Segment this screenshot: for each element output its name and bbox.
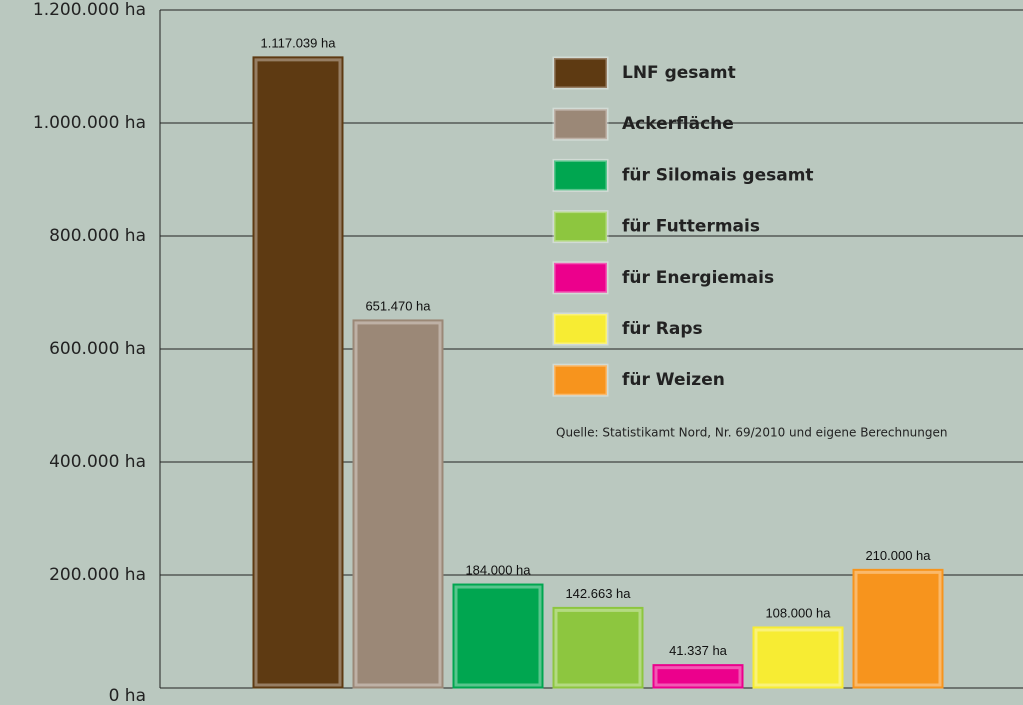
- bar: [552, 606, 644, 689]
- y-tick-label: 200.000 ha: [49, 565, 146, 585]
- value-label: 210.000 ha: [865, 548, 931, 563]
- legend-label: Ackerfläche: [622, 114, 734, 134]
- value-label: 651.470 ha: [365, 298, 431, 313]
- legend-swatch: [552, 107, 609, 141]
- legend-swatch: [552, 56, 609, 90]
- value-label: 41.337 ha: [669, 643, 728, 658]
- y-tick-label: 0 ha: [109, 686, 146, 705]
- bar-bevel: [654, 666, 742, 687]
- legend-swatch: [552, 312, 609, 346]
- bar-bevel: [254, 58, 342, 687]
- legend-label: für Weizen: [622, 370, 725, 390]
- legend-swatch: [552, 158, 609, 192]
- legend-swatch: [552, 363, 609, 397]
- y-tick-label: 600.000 ha: [49, 339, 146, 359]
- legend-label: für Energiemais: [622, 268, 774, 288]
- value-label: 1.117.039 ha: [261, 35, 337, 50]
- bar: [752, 626, 844, 689]
- bar: [252, 56, 344, 689]
- value-label: 142.663 ha: [565, 586, 631, 601]
- bar-bevel: [554, 608, 642, 687]
- y-tick-label: 1.000.000 ha: [33, 113, 146, 133]
- bar-bevel: [354, 321, 442, 687]
- bar-bevel: [754, 628, 842, 687]
- y-tick-label: 1.200.000 ha: [33, 0, 146, 20]
- bar: [652, 664, 744, 689]
- legend-swatch: [552, 210, 609, 244]
- bar: [452, 583, 544, 689]
- legend-swatch: [552, 261, 609, 295]
- y-tick-label: 800.000 ha: [49, 226, 146, 246]
- legend-label: für Futtermais: [622, 217, 760, 237]
- legend-label: für Raps: [622, 319, 703, 339]
- bar: [352, 319, 444, 689]
- bar-bevel: [454, 585, 542, 687]
- value-label: 108.000 ha: [765, 605, 831, 620]
- legend-label: für Silomais gesamt: [622, 165, 814, 185]
- y-tick-label: 400.000 ha: [49, 452, 146, 472]
- legend-label: LNF gesamt: [622, 63, 736, 83]
- source-note: Quelle: Statistikamt Nord, Nr. 69/2010 u…: [556, 426, 948, 440]
- value-label: 184.000 ha: [465, 562, 531, 577]
- bar-bevel: [854, 570, 942, 687]
- bar: [852, 568, 944, 689]
